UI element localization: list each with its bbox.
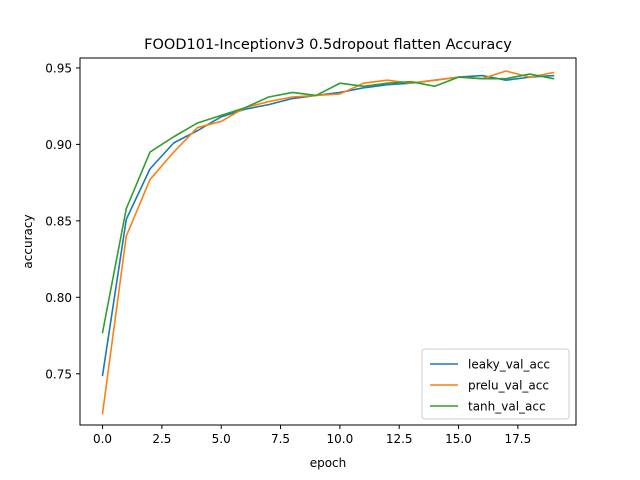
- y-tick-label: 0.75: [45, 367, 72, 381]
- x-tick-label: 2.5: [152, 432, 171, 446]
- x-axis-label: epoch: [310, 456, 347, 470]
- series-line-tanh_val_acc: [101, 73, 555, 334]
- x-tick-label: 7.5: [271, 432, 290, 446]
- y-tick-label: 0.95: [45, 61, 72, 75]
- legend: leaky_val_acc prelu_val_acc tanh_val_acc: [421, 348, 570, 420]
- legend-label: leaky_val_acc: [468, 358, 550, 372]
- y-tick-label: 0.80: [45, 291, 72, 305]
- x-tick-label: 10.0: [327, 432, 354, 446]
- legend-entries: leaky_val_acc prelu_val_acc tanh_val_acc: [430, 358, 550, 414]
- x-tick-label: 0.0: [93, 432, 112, 446]
- y-axis-label: accuracy: [21, 214, 35, 268]
- series-layer: [101, 70, 555, 415]
- chart-title: FOOD101-Inceptionv3 0.5dropout flatten A…: [144, 37, 512, 53]
- x-tick-label: 12.5: [386, 432, 413, 446]
- y-tick-label: 0.90: [45, 138, 72, 152]
- plot-area-frame: [79, 57, 577, 426]
- x-tick-label: 15.0: [445, 432, 472, 446]
- legend-label: tanh_val_acc: [468, 400, 546, 414]
- legend-label: prelu_val_acc: [468, 379, 549, 393]
- y-tick-label: 0.85: [45, 214, 72, 228]
- x-tick-label: 5.0: [212, 432, 231, 446]
- x-tick-label: 17.5: [504, 432, 531, 446]
- y-axis-ticks: 0.75 0.80 0.85 0.90 0.95: [45, 61, 80, 381]
- x-axis-ticks: 0.0 2.5 5.0 7.5 10.0 12.5 15.0 17.5: [93, 425, 531, 446]
- legend-box: [421, 348, 570, 420]
